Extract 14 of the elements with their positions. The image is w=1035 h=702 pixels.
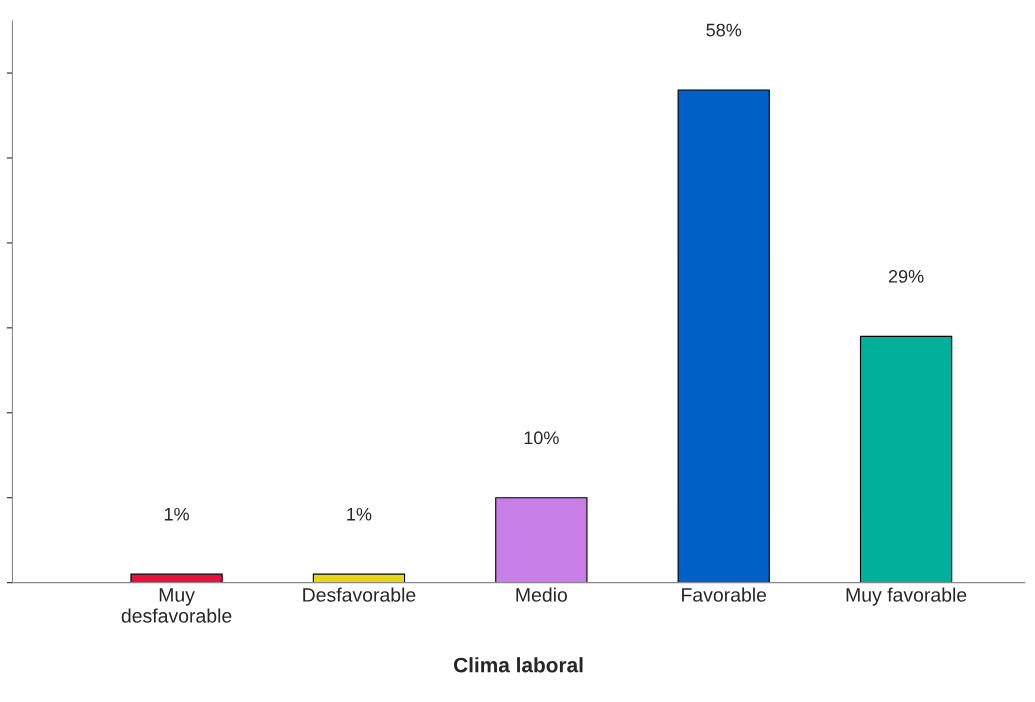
x-tick-label: Muy favorable [846, 587, 967, 606]
data-label: 1% [164, 507, 189, 521]
x-tick-label: Desfavorable [303, 587, 416, 602]
bar [859, 335, 953, 583]
bar [495, 497, 588, 583]
data-label: 29% [888, 269, 924, 283]
data-label: 1% [347, 507, 372, 521]
data-label: 10% [524, 431, 559, 445]
x-tick-label: Favorable [682, 587, 767, 602]
x-axis-title: Clima laboral [453, 657, 583, 673]
bar [677, 89, 770, 583]
data-label: 58% [706, 23, 742, 37]
x-tick-label: Medio [516, 587, 567, 602]
x-tick-label: Muy desfavorable [121, 588, 232, 623]
